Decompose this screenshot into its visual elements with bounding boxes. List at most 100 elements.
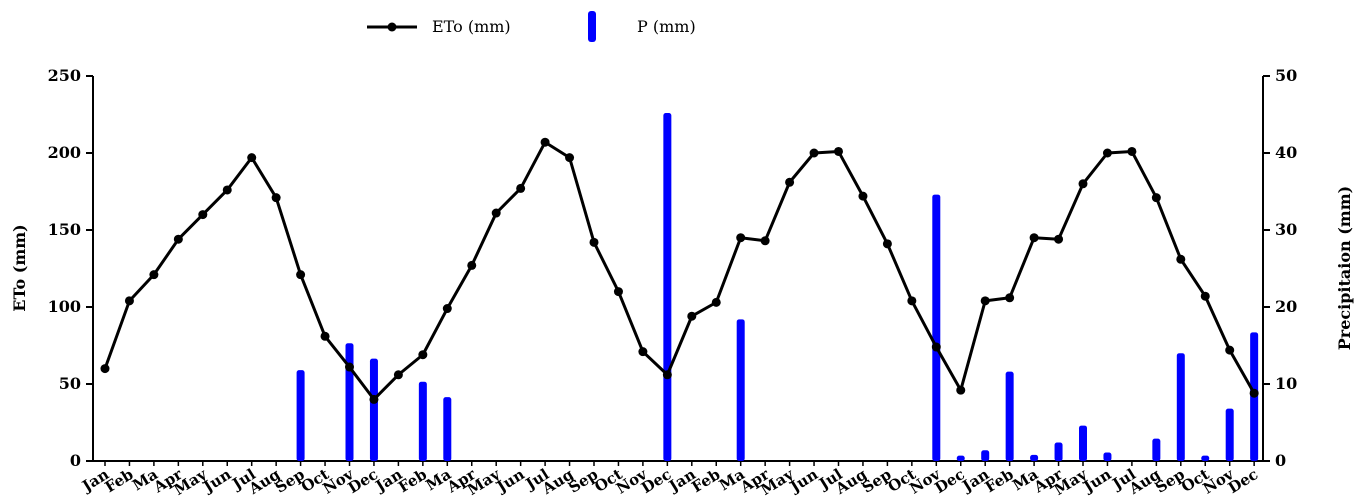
eto-point [907, 296, 916, 305]
eto-point [418, 350, 427, 359]
eto-point [223, 185, 232, 194]
eto-point [785, 178, 794, 187]
legend: ETo (mm) P (mm) [367, 11, 696, 42]
eto-point [1005, 293, 1014, 302]
eto-point [1176, 255, 1185, 264]
left-tick-label: 100 [48, 297, 81, 316]
eto-point [1054, 235, 1063, 244]
x-axis-month-labels: JanFebMaAprMayJunJulAugSepOctNovDecJanFe… [77, 464, 1261, 499]
precipitation-bar [1030, 455, 1038, 461]
axes: 0 50 100 150 200 250 0 10 20 30 40 50 [48, 66, 1298, 470]
eto-point [1079, 179, 1088, 188]
eto-point [198, 210, 207, 219]
x-tick-label: Jun [492, 465, 528, 497]
precipitation-bar [370, 359, 378, 461]
right-tick-label: 0 [1275, 451, 1286, 470]
eto-point [858, 192, 867, 201]
right-tick-label: 30 [1275, 220, 1297, 239]
right-y-ticks: 0 10 20 30 40 50 [1263, 66, 1297, 470]
left-tick-label: 250 [48, 66, 81, 85]
eto-point [492, 209, 501, 218]
left-tick-label: 0 [70, 451, 81, 470]
eto-point [443, 304, 452, 313]
left-tick-label: 150 [48, 220, 81, 239]
precipitation-bar [663, 113, 671, 461]
eto-point [516, 184, 525, 193]
eto-point [761, 236, 770, 245]
eto-point [125, 296, 134, 305]
right-y-axis-title: Precipitaion (mm) [1335, 186, 1354, 350]
precipitation-bar [1103, 453, 1111, 461]
eto-point [663, 370, 672, 379]
eto-point [272, 193, 281, 202]
precipitation-bar [981, 450, 989, 461]
precipitation-bar [1152, 439, 1160, 461]
eto-point [1152, 193, 1161, 202]
eto-point [1225, 346, 1234, 355]
eto-point [565, 153, 574, 162]
left-tick-label: 50 [59, 374, 81, 393]
eto-point [296, 270, 305, 279]
eto-point [956, 386, 965, 395]
eto-point [1103, 149, 1112, 158]
eto-point [883, 239, 892, 248]
eto-point [834, 147, 843, 156]
precipitation-bar [737, 319, 745, 461]
eto-point [1127, 147, 1136, 156]
precipitation-bar [346, 343, 354, 461]
legend-precip-bar-swatch [588, 11, 596, 42]
eto-point [149, 270, 158, 279]
precipitation-bar [1079, 426, 1087, 461]
left-y-ticks: 0 50 100 150 200 250 [48, 66, 93, 470]
x-tick-label: Jun [1079, 465, 1115, 497]
legend-precip-label: P (mm) [637, 17, 696, 36]
precipitation-bar [297, 370, 305, 461]
eto-point [247, 153, 256, 162]
precipitation-bar [957, 456, 965, 461]
precipitation-bar [1226, 409, 1234, 461]
precipitation-bar [1006, 372, 1014, 461]
x-tick-label: Dec [1225, 465, 1261, 497]
eto-point [590, 238, 599, 247]
precipitation-bar [419, 382, 427, 461]
eto-point [394, 370, 403, 379]
eto-point [810, 149, 819, 158]
right-tick-label: 10 [1275, 374, 1297, 393]
eto-point [345, 363, 354, 372]
eto-point [541, 138, 550, 147]
eto-point [321, 332, 330, 341]
eto-point [932, 343, 941, 352]
eto-point [101, 364, 110, 373]
eto-point [736, 233, 745, 242]
precipitation-bar [1055, 443, 1063, 461]
eto-point [1201, 292, 1210, 301]
precipitation-bar [1177, 353, 1185, 461]
eto-point [712, 298, 721, 307]
x-tick-label: Jun [785, 465, 821, 497]
eto-point [614, 287, 623, 296]
legend-eto-label: ETo (mm) [432, 17, 511, 36]
eto-point [467, 261, 476, 270]
precipitation-bar [443, 397, 451, 461]
eto-point [981, 296, 990, 305]
legend-item-precipitation: P (mm) [588, 11, 696, 42]
right-tick-label: 40 [1275, 143, 1297, 162]
eto-point [369, 395, 378, 404]
eto-line-series [101, 138, 1259, 404]
eto-point [1250, 389, 1259, 398]
legend-item-eto: ETo (mm) [367, 17, 511, 36]
right-tick-label: 50 [1275, 66, 1297, 85]
eto-point [174, 235, 183, 244]
legend-eto-marker-swatch [388, 23, 397, 32]
precipitation-bar [932, 195, 940, 461]
precipitation-bars [297, 113, 1259, 461]
x-tick-label: Jun [199, 465, 235, 497]
left-y-axis-title: ETo (mm) [10, 224, 29, 312]
precipitation-bar [1201, 456, 1209, 461]
eto-point [1030, 233, 1039, 242]
left-tick-label: 200 [48, 143, 81, 162]
right-tick-label: 20 [1275, 297, 1297, 316]
eto-point [638, 347, 647, 356]
eto-point [687, 312, 696, 321]
